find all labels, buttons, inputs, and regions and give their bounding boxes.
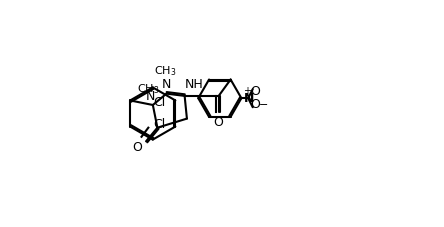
Text: Cl: Cl [153,96,165,109]
Text: +: + [243,86,251,96]
Text: O: O [250,85,260,98]
Text: NH: NH [184,78,203,91]
Text: O: O [250,99,260,111]
Text: N: N [162,78,171,91]
Text: CH$_3$: CH$_3$ [154,64,176,78]
Text: Cl: Cl [153,118,165,131]
Text: −: − [258,100,268,110]
Text: N: N [146,90,155,103]
Text: CH$_3$: CH$_3$ [137,82,159,96]
Text: N: N [244,92,254,105]
Text: O: O [132,141,142,154]
Text: O: O [214,116,224,129]
